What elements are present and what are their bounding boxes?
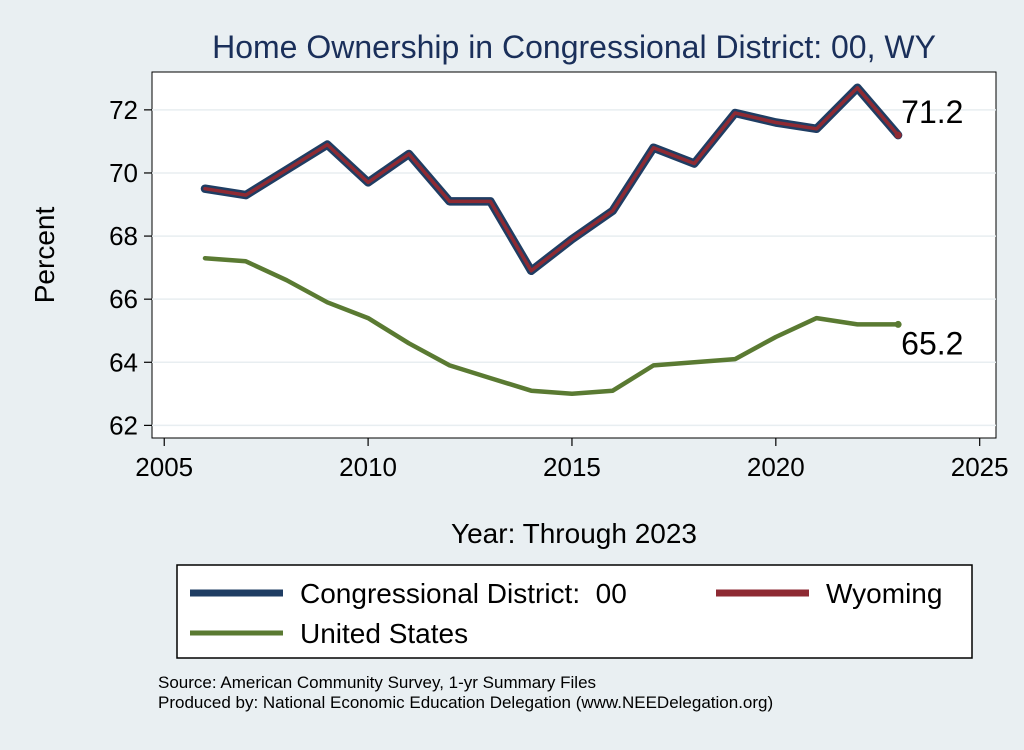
x-tick-label: 2020 <box>747 452 805 482</box>
legend: Congressional District: 00 Wyoming Unite… <box>176 564 973 659</box>
legend-label-wyoming: Wyoming <box>826 578 942 609</box>
y-tick-label: 66 <box>109 284 138 314</box>
end-point-marker <box>894 320 902 328</box>
y-tick-label: 64 <box>109 347 138 377</box>
end-label: 65.2 <box>901 325 963 361</box>
produced-by-note: Produced by: National Economic Education… <box>158 693 774 712</box>
chart-title: Home Ownership in Congressional District… <box>212 29 936 65</box>
x-axis-title: Year: Through 2023 <box>451 518 697 549</box>
y-tick-label: 70 <box>109 158 138 188</box>
legend-item-united-states: United States <box>190 618 468 649</box>
axes: 62 64 66 68 70 72 2005 2010 2015 2020 2025 <box>109 95 1009 482</box>
series-lines <box>200 83 903 397</box>
x-tick-label: 2025 <box>951 452 1009 482</box>
grid-lines <box>152 109 996 427</box>
legend-box <box>176 564 973 659</box>
end-labels: 71.2 65.2 <box>894 94 963 361</box>
plot-area <box>151 71 997 439</box>
y-axis-title: Percent <box>29 207 60 304</box>
x-tick-label: 2010 <box>339 452 397 482</box>
legend-label-district: Congressional District: 00 <box>300 578 627 609</box>
legend-item-wyoming: Wyoming <box>716 578 942 609</box>
series-line-united-states <box>202 255 901 397</box>
legend-item-district: Congressional District: 00 <box>190 578 627 609</box>
end-label: 71.2 <box>901 94 963 130</box>
source-note: Source: American Community Survey, 1-yr … <box>158 673 597 692</box>
x-tick-label: 2005 <box>135 452 193 482</box>
end-point-marker <box>894 131 902 139</box>
y-tick-label: 72 <box>109 95 138 125</box>
legend-label-united-states: United States <box>300 618 468 649</box>
y-tick-label: 62 <box>109 410 138 440</box>
x-tick-label: 2015 <box>543 452 601 482</box>
y-tick-label: 68 <box>109 221 138 251</box>
series-line-wyoming <box>203 86 900 273</box>
